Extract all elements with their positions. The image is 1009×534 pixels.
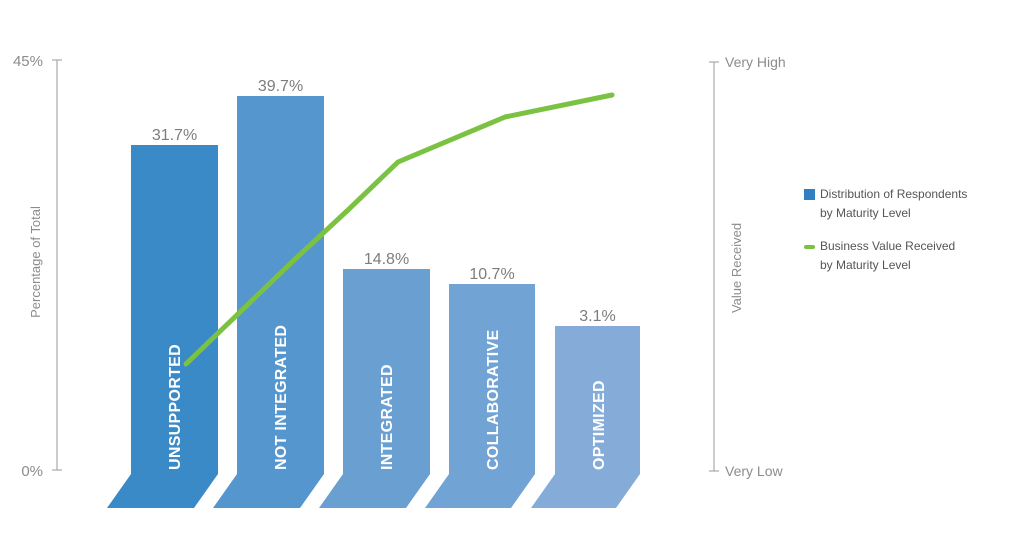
bar-series: 31.7% UNSUPPORTED 39.7% NOT INTEGRATED 1… bbox=[107, 78, 640, 508]
bar-value-label: 14.8% bbox=[364, 251, 409, 268]
bar-not-integrated[interactable]: 39.7% NOT INTEGRATED bbox=[213, 78, 324, 508]
right-axis-label: Value Received bbox=[729, 223, 744, 313]
left-axis-label: Percentage of Total bbox=[28, 206, 43, 318]
right-axis-bottom-tick: Very Low bbox=[725, 463, 783, 479]
left-axis-top-tick: 45% bbox=[13, 53, 43, 70]
legend-label-line2: by Maturity Level bbox=[820, 206, 911, 220]
left-axis-bottom-tick: 0% bbox=[21, 463, 43, 480]
bar-collaborative[interactable]: 10.7% COLLABORATIVE bbox=[425, 266, 535, 508]
bar-value-label: 3.1% bbox=[579, 308, 615, 325]
bar-integrated[interactable]: 14.8% INTEGRATED bbox=[319, 251, 430, 508]
legend: Distribution of Respondents by Maturity … bbox=[804, 185, 1004, 289]
bar-optimized[interactable]: 3.1% OPTIMIZED bbox=[531, 308, 640, 508]
bar-value-label: 31.7% bbox=[152, 127, 197, 144]
left-axis: 45% 0% Percentage of Total bbox=[13, 53, 62, 480]
bar-category-label: UNSUPPORTED bbox=[167, 344, 184, 470]
bar-unsupported[interactable]: 31.7% UNSUPPORTED bbox=[107, 127, 218, 508]
legend-label-line1: Distribution of Respondents bbox=[820, 187, 968, 201]
green-line-icon bbox=[804, 245, 815, 249]
right-axis-top-tick: Very High bbox=[725, 54, 786, 70]
bar-value-label: 10.7% bbox=[469, 266, 514, 283]
legend-label-line2: by Maturity Level bbox=[820, 258, 911, 272]
bar-category-label: COLLABORATIVE bbox=[485, 329, 502, 470]
business-value-line[interactable] bbox=[183, 92, 615, 367]
bar-category-label: OPTIMIZED bbox=[591, 380, 608, 470]
legend-label-line1: Business Value Received bbox=[820, 239, 956, 253]
legend-item-distribution[interactable]: Distribution of Respondents by Maturity … bbox=[804, 185, 1004, 223]
legend-item-business-value[interactable]: Business Value Received by Maturity Leve… bbox=[804, 237, 1004, 275]
right-axis: Very High Very Low Value Received bbox=[709, 54, 786, 479]
blue-square-icon bbox=[804, 189, 815, 200]
bar-category-label: INTEGRATED bbox=[379, 364, 396, 470]
bar-category-label: NOT INTEGRATED bbox=[273, 325, 290, 470]
bar-value-label: 39.7% bbox=[258, 78, 303, 95]
